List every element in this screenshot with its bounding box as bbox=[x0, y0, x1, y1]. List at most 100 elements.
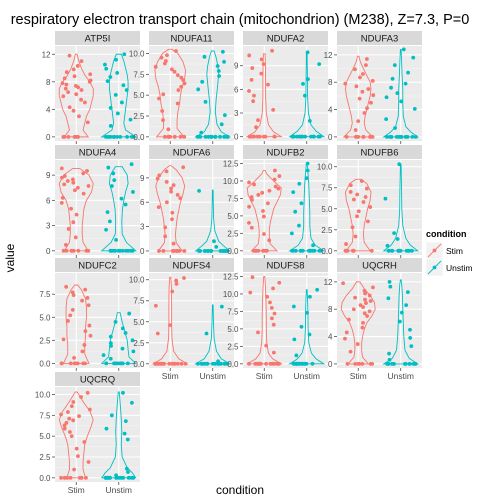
x-tick-label: Stim bbox=[350, 371, 367, 381]
data-point bbox=[350, 225, 355, 230]
data-point bbox=[257, 134, 262, 139]
data-point bbox=[348, 349, 353, 354]
data-point bbox=[61, 94, 66, 99]
y-tick-label: 7.5 bbox=[227, 194, 239, 203]
data-point bbox=[388, 284, 393, 289]
data-point bbox=[410, 248, 414, 253]
data-point bbox=[182, 134, 187, 139]
legend-title: condition bbox=[426, 229, 467, 239]
facet-strip-label: NDUFB2 bbox=[266, 148, 304, 159]
data-point bbox=[113, 361, 117, 366]
data-point bbox=[406, 70, 410, 75]
x-tick-label: Unstim bbox=[388, 371, 414, 381]
data-point bbox=[62, 475, 67, 480]
data-point bbox=[164, 169, 169, 174]
data-point bbox=[71, 248, 76, 253]
data-point bbox=[175, 193, 180, 197]
data-point bbox=[362, 111, 367, 115]
data-point bbox=[404, 303, 409, 308]
data-point bbox=[120, 248, 125, 253]
data-point bbox=[355, 135, 359, 139]
violin-outline bbox=[246, 170, 282, 252]
data-point bbox=[115, 70, 120, 75]
data-point bbox=[397, 248, 402, 253]
data-point bbox=[268, 361, 273, 366]
y-tick-label: 10.0 bbox=[317, 163, 333, 172]
data-point bbox=[256, 118, 260, 123]
data-point bbox=[62, 426, 67, 431]
legend: condition Stim Unstim bbox=[425, 229, 472, 277]
data-point bbox=[262, 232, 266, 236]
data-point bbox=[401, 47, 406, 52]
data-point bbox=[362, 311, 367, 316]
facet-strip bbox=[55, 258, 140, 272]
data-point bbox=[69, 434, 74, 439]
data-point bbox=[121, 475, 125, 480]
data-point bbox=[206, 249, 210, 253]
facet-strip-label: NDUFS4 bbox=[172, 261, 210, 272]
data-point bbox=[157, 173, 162, 178]
data-point bbox=[247, 180, 251, 185]
data-point bbox=[108, 248, 113, 253]
data-point bbox=[411, 362, 416, 366]
data-point bbox=[219, 122, 224, 127]
data-point bbox=[303, 93, 307, 98]
data-point bbox=[155, 331, 160, 336]
data-point bbox=[181, 165, 186, 170]
data-point bbox=[351, 197, 356, 202]
data-point bbox=[71, 67, 76, 72]
y-tick-label: 5.0 bbox=[39, 432, 51, 441]
data-point bbox=[205, 361, 210, 366]
data-point bbox=[271, 322, 276, 327]
data-point bbox=[179, 361, 184, 366]
data-point bbox=[219, 304, 224, 309]
violin-outline bbox=[245, 53, 283, 138]
y-tick-label: 12 bbox=[324, 51, 333, 60]
data-point bbox=[176, 88, 181, 93]
data-point bbox=[272, 311, 277, 316]
data-point bbox=[250, 66, 255, 70]
data-point bbox=[257, 361, 262, 366]
panel-background bbox=[55, 160, 140, 255]
data-point bbox=[256, 330, 260, 335]
data-point bbox=[78, 475, 82, 480]
data-point bbox=[131, 190, 135, 194]
y-tick-label: 0 bbox=[328, 360, 333, 369]
data-point bbox=[294, 361, 299, 366]
data-point bbox=[344, 248, 349, 253]
panel-background bbox=[243, 46, 328, 141]
data-point bbox=[79, 88, 84, 92]
data-point bbox=[351, 307, 356, 312]
violin-outline bbox=[151, 276, 189, 365]
data-point bbox=[115, 134, 119, 139]
data-point bbox=[200, 361, 205, 366]
data-point bbox=[85, 390, 90, 395]
data-point bbox=[307, 332, 312, 337]
data-point bbox=[348, 190, 353, 194]
data-point bbox=[62, 174, 67, 178]
y-tick-label: 0.0 bbox=[133, 133, 145, 142]
data-point bbox=[73, 235, 78, 240]
data-point bbox=[215, 64, 220, 68]
data-point bbox=[254, 125, 258, 130]
facet-panel: NDUFS4 0.0 2.5 5.0 7.5 10.0 Stim Unstim bbox=[129, 258, 234, 381]
data-point bbox=[299, 361, 304, 366]
data-point bbox=[77, 114, 81, 119]
y-tick-label: 7.5 bbox=[133, 297, 145, 306]
data-point bbox=[261, 62, 266, 67]
data-point bbox=[123, 419, 128, 424]
data-point bbox=[357, 96, 362, 101]
data-point bbox=[108, 123, 113, 128]
data-point bbox=[297, 181, 302, 186]
data-point bbox=[353, 67, 357, 72]
data-point bbox=[399, 310, 404, 315]
y-tick-label: 6 bbox=[140, 198, 145, 207]
facet-strip bbox=[337, 31, 422, 45]
data-point bbox=[80, 298, 84, 303]
y-tick-label: 10.0 bbox=[35, 391, 51, 400]
data-point bbox=[413, 135, 418, 139]
data-point bbox=[104, 66, 109, 71]
data-point bbox=[344, 330, 349, 335]
y-tick-label: 7.5 bbox=[227, 307, 239, 316]
data-point bbox=[277, 280, 282, 285]
